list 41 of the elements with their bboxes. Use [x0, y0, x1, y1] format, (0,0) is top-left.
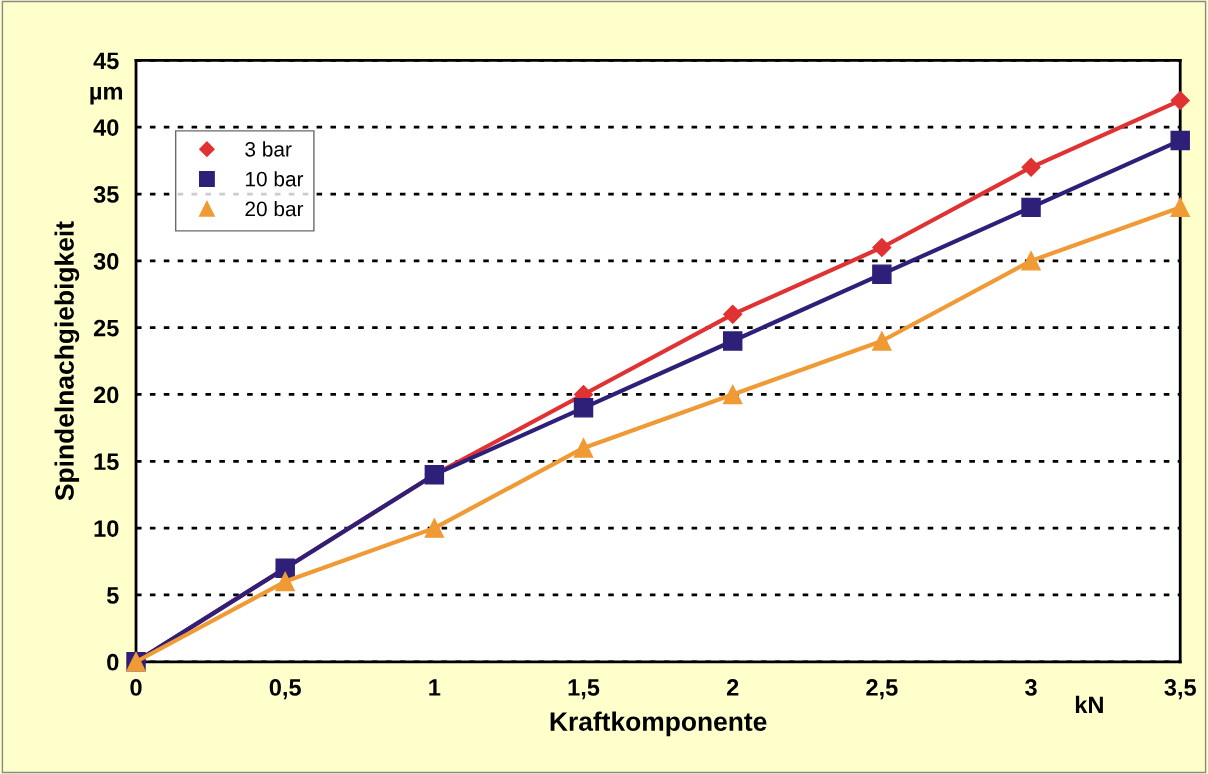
point	[573, 398, 594, 418]
point	[872, 237, 892, 258]
y-tick-label: 20	[93, 386, 119, 404]
y-tick-label: 40	[93, 119, 119, 136]
legend-label: 3 bar	[245, 141, 292, 157]
x-tick-label: 2,5	[866, 679, 898, 700]
point	[722, 331, 743, 351]
point	[1021, 251, 1041, 271]
legend-label: 10 bar	[246, 171, 304, 187]
x-tick-label: 3	[1025, 679, 1037, 696]
y-tick-label: 30	[93, 252, 119, 270]
point	[1021, 197, 1041, 218]
y-tick-label: 10	[94, 520, 119, 537]
y-tick-label: 25	[93, 319, 119, 337]
x-tick-label: 1	[429, 679, 441, 696]
y-tick-label: 15	[94, 453, 119, 471]
point	[872, 331, 892, 351]
y-tick-label: 45	[93, 52, 119, 70]
x-tick-label: 1,5	[568, 679, 600, 700]
point	[722, 384, 743, 405]
text: µm	[90, 86, 123, 105]
point	[872, 264, 892, 284]
point	[424, 518, 445, 538]
y-tick-label: 5	[106, 587, 119, 604]
y-axis-title: Spindelnachgiebigkeit	[54, 221, 80, 501]
y-tick-label: 0	[107, 653, 119, 671]
point	[275, 571, 295, 592]
legend-label: 20 bar	[245, 201, 304, 217]
point	[723, 304, 743, 324]
x-axis-title: Kraftkomponente	[550, 711, 767, 737]
text: kN	[1075, 695, 1103, 713]
point	[1170, 197, 1190, 218]
point	[1170, 130, 1190, 151]
x-tick-label: 3,5	[1164, 679, 1196, 700]
point	[1021, 157, 1041, 177]
point	[1170, 90, 1190, 110]
point	[573, 438, 594, 458]
y-tick-label: 35	[93, 186, 119, 203]
x-tick-label: 2	[726, 679, 739, 696]
x-tick-label: 0	[130, 679, 142, 696]
x-tick-label: 0,5	[269, 679, 301, 700]
